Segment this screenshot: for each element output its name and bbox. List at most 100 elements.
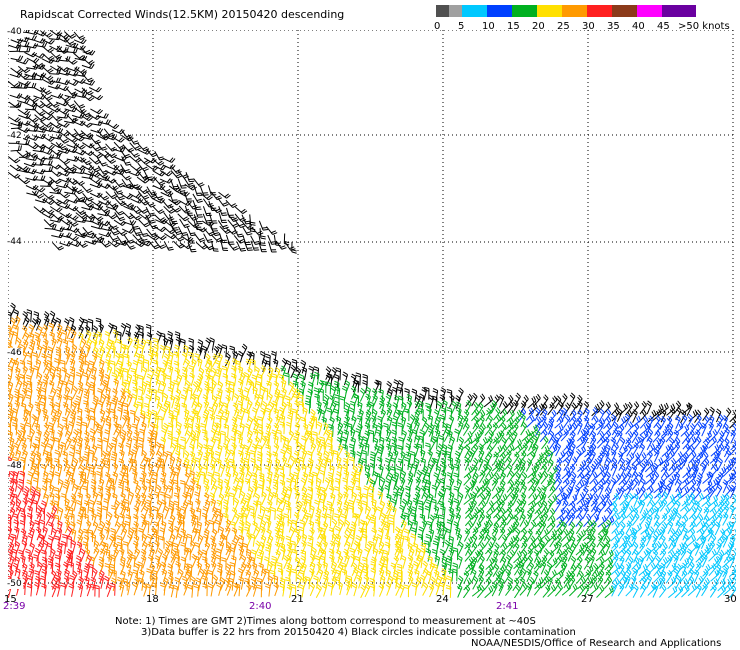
wind-barb (123, 221, 134, 226)
wind-barb-feather (169, 192, 174, 197)
wind-barb (9, 313, 12, 325)
wind-barb-feather (136, 185, 141, 190)
wind-barb-feather (120, 201, 125, 205)
wind-barb-feather (48, 144, 53, 149)
wind-barb (129, 155, 138, 163)
wind-barb (82, 57, 91, 65)
wind-barb (17, 108, 27, 116)
wind-barb-feather (118, 182, 124, 186)
wind-barb (17, 94, 28, 101)
wind-barb-feather (196, 198, 202, 202)
wind-barb-feather (126, 183, 132, 187)
wind-barb (42, 79, 52, 85)
wind-barb (170, 179, 175, 190)
wind-barb-feather (64, 46, 67, 53)
wind-barb-feather (55, 54, 61, 58)
wind-barb (24, 102, 34, 108)
wind-barb (145, 214, 152, 224)
wind-barb-feather (84, 217, 88, 223)
wind-barb (65, 51, 76, 54)
wind-barb (169, 204, 178, 213)
wind-barb-feather (120, 220, 125, 225)
wind-barb-feather (73, 70, 77, 76)
wind-barb-feather (33, 74, 37, 80)
wind-barb-feather (47, 149, 51, 154)
wind-barb (329, 383, 332, 395)
wind-barb-feather (73, 198, 78, 203)
wind-barb-feather (177, 175, 183, 179)
wind-barb-feather (159, 210, 165, 214)
wind-barb-feather (144, 190, 150, 195)
wind-barb (130, 198, 140, 204)
wind-barb (17, 169, 28, 174)
wind-barb-feather (71, 168, 75, 174)
wind-barb (41, 212, 52, 219)
wind-barb-feather (86, 122, 91, 127)
wind-barb-feather (103, 208, 109, 212)
wind-barb (33, 206, 42, 214)
wind-barb (137, 142, 145, 152)
wind-barb-feather (144, 201, 150, 206)
wind-barb-feather (89, 151, 95, 156)
wind-barb (81, 64, 92, 69)
wind-barb-feather (64, 200, 70, 205)
colorbar-swatch (462, 5, 487, 17)
wind-barb-feather (78, 35, 84, 39)
wind-barb-feather (157, 160, 163, 165)
wind-barb (9, 164, 19, 172)
wind-barb (90, 151, 99, 159)
wind-barb-feather (87, 123, 93, 128)
wind-barb-feather (168, 208, 174, 213)
wind-barb-feather (81, 92, 86, 98)
wind-barb (89, 143, 98, 152)
wind-barb-feather (143, 210, 149, 214)
wind-barb-feather (66, 204, 71, 209)
wind-barb (129, 220, 135, 230)
wind-barb (40, 163, 51, 166)
wind-barb-feather (166, 178, 171, 183)
wind-barb (179, 218, 186, 228)
wind-barb-feather (33, 57, 38, 62)
wind-barb-feather (226, 194, 231, 199)
wind-barb (80, 114, 89, 122)
wind-barb-feather (50, 145, 55, 150)
wind-barb-feather (80, 68, 86, 73)
wind-barb-feather (198, 182, 204, 186)
wind-barb-feather (24, 94, 29, 100)
wind-barb (192, 193, 199, 203)
wind-barb-feather (88, 173, 92, 179)
wind-barb (66, 199, 77, 204)
wind-barb-feather (34, 98, 39, 103)
wind-barb (138, 149, 148, 155)
wind-barb-feather (33, 118, 39, 123)
wind-barb-feather (81, 217, 85, 223)
wind-barb-feather (48, 194, 53, 199)
wind-barb-feather (80, 182, 85, 186)
wind-barb (33, 87, 43, 93)
wind-barb (50, 130, 61, 134)
wind-barb (104, 150, 113, 159)
wind-barb-feather (106, 153, 111, 158)
wind-barb (91, 213, 100, 222)
wind-barb-feather (159, 217, 165, 221)
wind-barb (40, 92, 49, 101)
wind-barb-feather (242, 210, 248, 214)
wind-barb-feather (89, 49, 94, 55)
wind-barb-feather (73, 223, 79, 227)
wind-barb (146, 186, 153, 196)
wind-barb-feather (120, 138, 125, 143)
wind-barb (130, 164, 139, 172)
wind-barb (64, 191, 75, 195)
wind-barb-feather (171, 158, 176, 163)
wind-barb-feather (87, 196, 93, 200)
wind-barb (23, 162, 34, 168)
wind-barb (193, 214, 198, 225)
wind-barb (88, 113, 98, 120)
wind-barb-feather (64, 101, 69, 107)
wind-barb-feather (56, 34, 59, 40)
wind-barb-feather (116, 190, 122, 193)
wind-barb (48, 106, 58, 113)
wind-barb-feather (81, 71, 85, 77)
wind-barb (8, 44, 19, 49)
wind-barb-feather (113, 171, 118, 176)
